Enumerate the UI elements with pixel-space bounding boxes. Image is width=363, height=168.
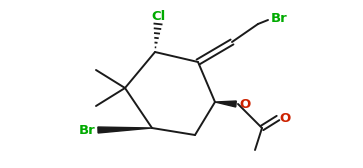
Polygon shape xyxy=(215,101,236,107)
Text: Cl: Cl xyxy=(151,10,165,23)
Text: Br: Br xyxy=(78,123,95,136)
Text: Br: Br xyxy=(271,11,288,25)
Text: O: O xyxy=(279,112,290,124)
Text: O: O xyxy=(239,97,250,111)
Polygon shape xyxy=(98,127,152,133)
